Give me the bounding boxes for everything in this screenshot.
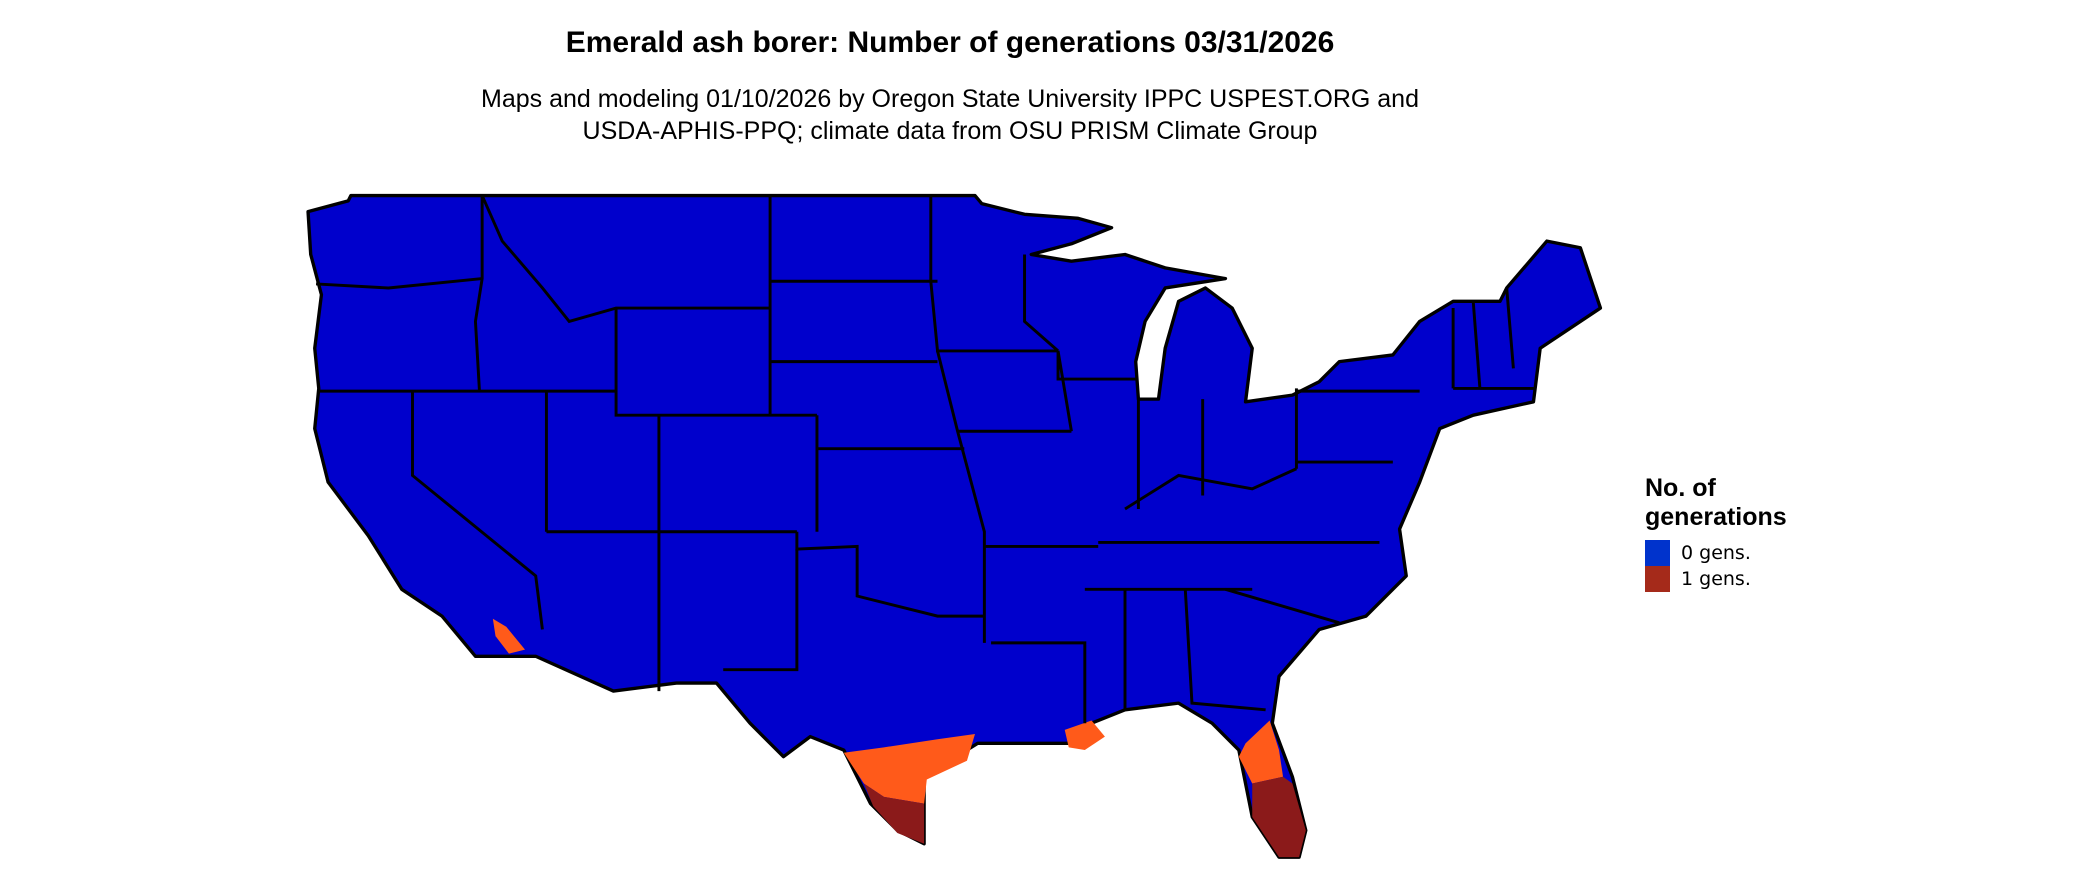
california-one-gen (492, 618, 525, 654)
florida-one-gen-light (1238, 720, 1284, 784)
texas-one-gen-dark (863, 783, 925, 844)
legend-title-line1: No. of (1645, 474, 1716, 502)
texas-one-gen-light (843, 733, 975, 804)
legend-item-1-gens: 1 gens. (1645, 566, 1787, 592)
state-borders (315, 194, 1534, 724)
map-subtitle-line1: Maps and modeling 01/10/2026 by Oregon S… (481, 85, 1419, 113)
legend-label: 0 gens. (1681, 542, 1751, 564)
legend-title-line2: generations (1645, 503, 1787, 531)
florida-one-gen-dark (1252, 776, 1306, 858)
legend-label: 1 gens. (1681, 568, 1751, 590)
legend-item-0-gens: 0 gens. (1645, 540, 1787, 566)
map-subtitle-line2: USDA-APHIS-PPQ; climate data from OSU PR… (582, 117, 1318, 145)
map-title: Emerald ash borer: Number of generations… (565, 26, 1335, 59)
legend-swatch-0-gens (1645, 540, 1670, 566)
contiguous-us-zero-gens (306, 193, 1603, 859)
legend-swatch-1-gens (1645, 566, 1670, 592)
louisiana-one-gen (1064, 720, 1105, 751)
legend: No. of generations 0 gens. 1 gens. (1645, 474, 1787, 592)
